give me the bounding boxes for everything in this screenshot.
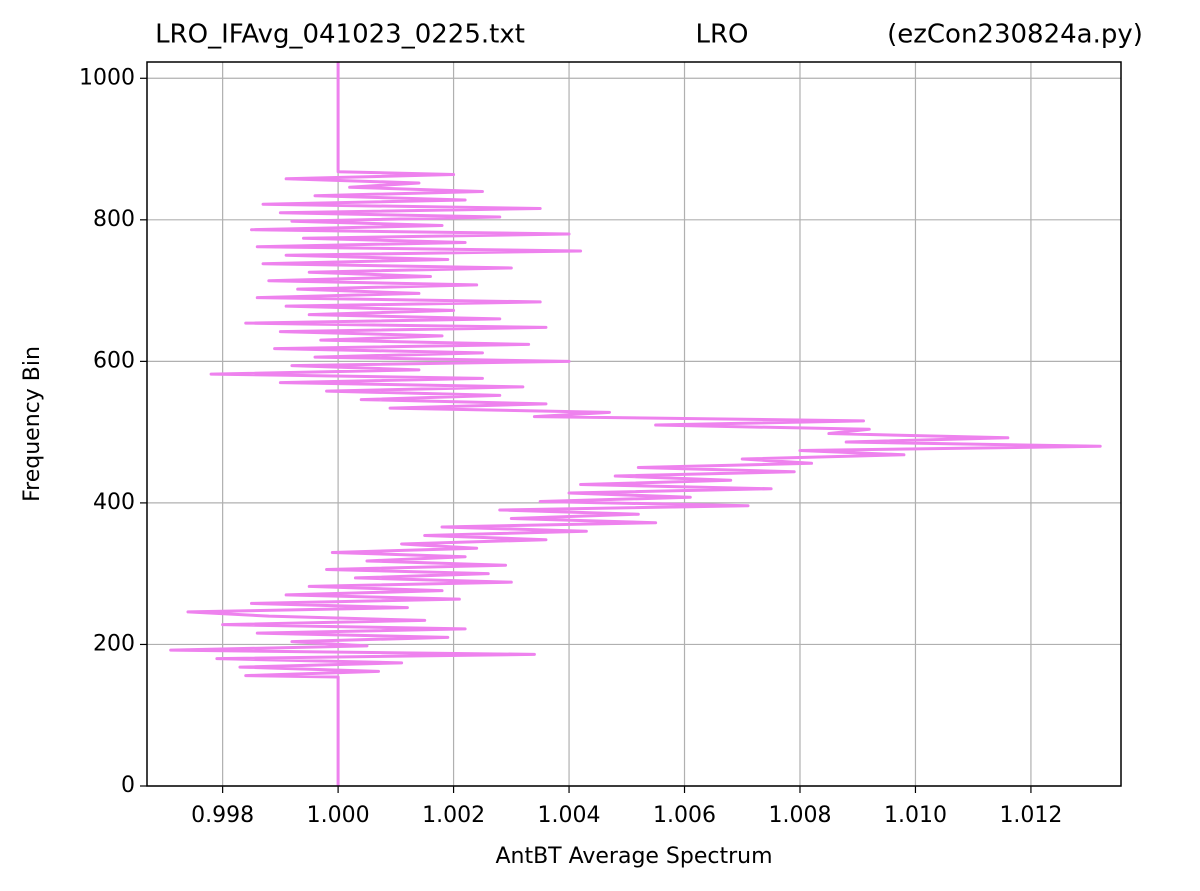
x-tick-label: 1.006 xyxy=(653,803,716,828)
y-axis-label: Frequency Bin xyxy=(20,346,45,502)
chart-title: (ezCon230824a.py) xyxy=(887,20,1143,50)
x-tick-label: 1.012 xyxy=(999,803,1062,828)
data-line xyxy=(169,62,1102,786)
x-tick-label: 0.998 xyxy=(191,803,254,828)
y-tick-label: 0 xyxy=(121,773,135,798)
y-tick-label: 600 xyxy=(93,348,135,373)
x-tick-label: 1.002 xyxy=(422,803,485,828)
y-tick-label: 800 xyxy=(93,207,135,232)
chart-title: LRO xyxy=(695,20,748,50)
x-tick-label: 1.008 xyxy=(768,803,831,828)
x-tick-label: 1.000 xyxy=(307,803,370,828)
y-tick-label: 400 xyxy=(93,490,135,515)
x-axis-label: AntBT Average Spectrum xyxy=(495,844,772,869)
x-tick-label: 1.004 xyxy=(538,803,601,828)
plot-frame xyxy=(146,61,1122,787)
x-tick-label: 1.010 xyxy=(884,803,947,828)
chart-title: LRO_IFAvg_041023_0225.txt xyxy=(155,20,525,50)
y-tick-label: 1000 xyxy=(79,65,135,90)
y-tick-label: 200 xyxy=(93,631,135,656)
